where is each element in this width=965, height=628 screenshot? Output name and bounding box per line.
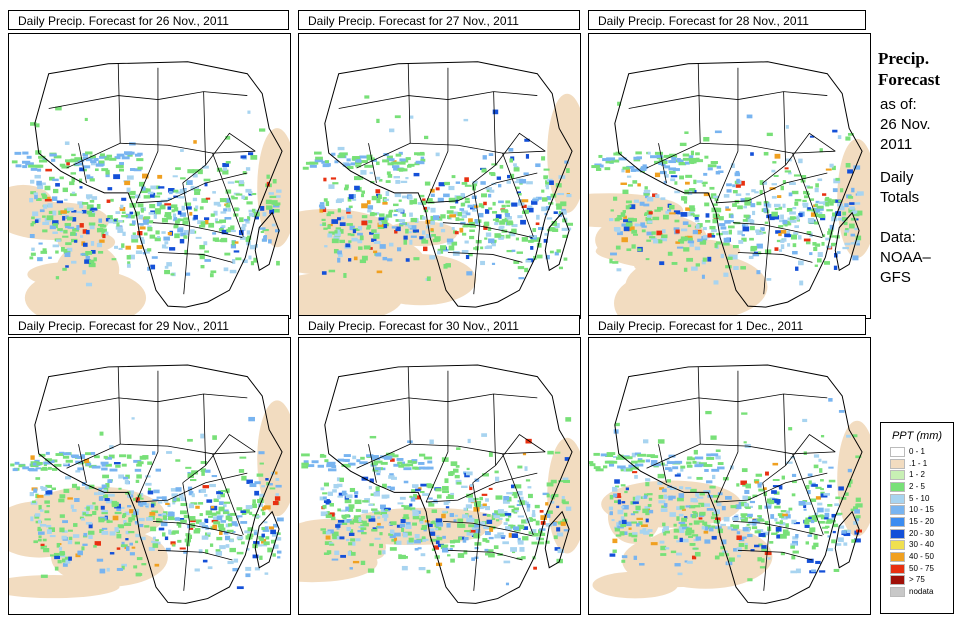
legend-swatch <box>890 587 905 598</box>
legend-swatch <box>890 446 905 457</box>
legend-item: 30 - 40 <box>881 540 953 552</box>
legend-swatch <box>890 563 905 574</box>
panel-title: Daily Precip. Forecast for 1 Dec., 2011 <box>588 315 866 335</box>
legend-label: nodata <box>909 587 934 597</box>
precip-map <box>298 337 581 615</box>
legend-item: 0 - 1 <box>881 446 953 458</box>
panel-title: Daily Precip. Forecast for 29 Nov., 2011 <box>8 315 289 335</box>
precip-map <box>8 33 291 319</box>
legend-label: > 75 <box>909 575 925 585</box>
panel-title: Daily Precip. Forecast for 26 Nov., 2011 <box>8 10 289 30</box>
map-graphic <box>299 61 580 318</box>
precip-map <box>588 33 871 319</box>
sidebar-source: Data: NOAA– GFS <box>880 229 931 286</box>
panel-title: Daily Precip. Forecast for 27 Nov., 2011 <box>298 10 580 30</box>
legend-label: 15 - 20 <box>909 516 934 526</box>
legend-label: .1 - 1 <box>909 458 928 468</box>
legend-swatch <box>890 575 905 586</box>
legend-label: 20 - 30 <box>909 528 934 538</box>
precip-map <box>588 337 871 615</box>
map-graphic <box>9 61 290 318</box>
legend-item: 5 - 10 <box>881 493 953 505</box>
legend-label: 10 - 15 <box>909 505 934 515</box>
legend-swatch <box>890 470 905 481</box>
legend-item: 10 - 15 <box>881 504 953 516</box>
legend-swatch <box>890 552 905 563</box>
map-graphic <box>299 364 580 604</box>
panel-title: Daily Precip. Forecast for 30 Nov., 2011 <box>298 315 580 335</box>
legend-swatch <box>890 528 905 539</box>
legend-item: 1 - 2 <box>881 469 953 481</box>
legend-item: 15 - 20 <box>881 516 953 528</box>
legend-label: 5 - 10 <box>909 493 930 503</box>
legend-item: 2 - 5 <box>881 481 953 493</box>
legend-swatch <box>890 493 905 504</box>
legend-label: 1 - 2 <box>909 470 926 480</box>
legend-swatch <box>890 540 905 551</box>
legend-label: 50 - 75 <box>909 563 934 573</box>
precip-map <box>8 337 291 615</box>
legend-label: 40 - 50 <box>909 552 934 562</box>
legend-item: .1 - 1 <box>881 458 953 470</box>
legend-swatch <box>890 505 905 516</box>
panel-title: Daily Precip. Forecast for 28 Nov., 2011 <box>588 10 866 30</box>
map-graphic <box>589 61 870 318</box>
legend-label: 2 - 5 <box>909 481 926 491</box>
legend-item: nodata <box>881 586 953 598</box>
legend-label: 0 - 1 <box>909 446 926 456</box>
legend-item: 20 - 30 <box>881 528 953 540</box>
legend-swatch <box>890 481 905 492</box>
legend-title: PPT (mm) <box>891 430 943 442</box>
sidebar-asof: as of: 26 Nov. 2011 <box>880 96 931 153</box>
legend-label: 30 - 40 <box>909 540 934 550</box>
legend-item: > 75 <box>881 575 953 587</box>
legend-swatch <box>890 458 905 469</box>
sidebar-heading: Precip. Forecast <box>878 49 940 89</box>
map-graphic <box>589 364 870 604</box>
precip-map <box>298 33 581 319</box>
legend-item: 50 - 75 <box>881 563 953 575</box>
sidebar-totals: Daily Totals <box>880 169 920 206</box>
map-graphic <box>9 364 290 604</box>
legend-swatch <box>890 516 905 527</box>
legend-item: 40 - 50 <box>881 551 953 563</box>
